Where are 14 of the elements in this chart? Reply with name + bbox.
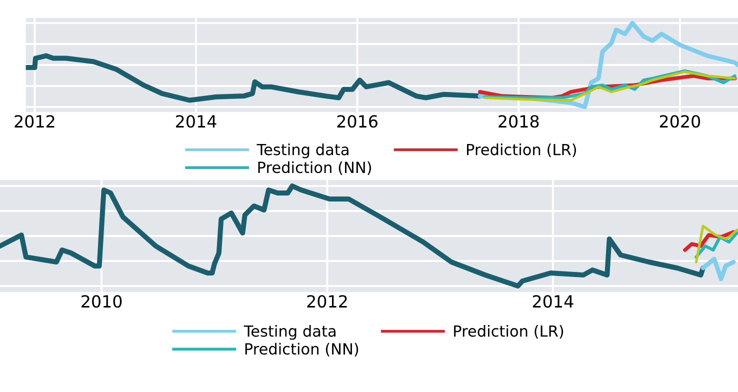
legend-label: Testing data	[256, 143, 348, 158]
legend-label: Prediction (LR)	[467, 143, 576, 158]
x-tick-label: 2020	[660, 115, 700, 128]
legend-label: Prediction (NN)	[245, 342, 358, 356]
legend-label: Testing data	[244, 324, 336, 340]
x-tick-label: 2014	[532, 295, 574, 308]
x-tick-label: 2012	[14, 115, 54, 128]
x-tick-label: 2010	[82, 295, 122, 308]
x-tick-label: 2018	[498, 115, 539, 128]
legend-label: Prediction (NN)	[258, 161, 372, 175]
x-tick-label: 2016	[337, 115, 378, 128]
legend-label: Prediction (LR)	[454, 324, 564, 339]
x-tick-label: 2014	[176, 115, 216, 128]
x-tick-label: 2012	[307, 295, 347, 308]
